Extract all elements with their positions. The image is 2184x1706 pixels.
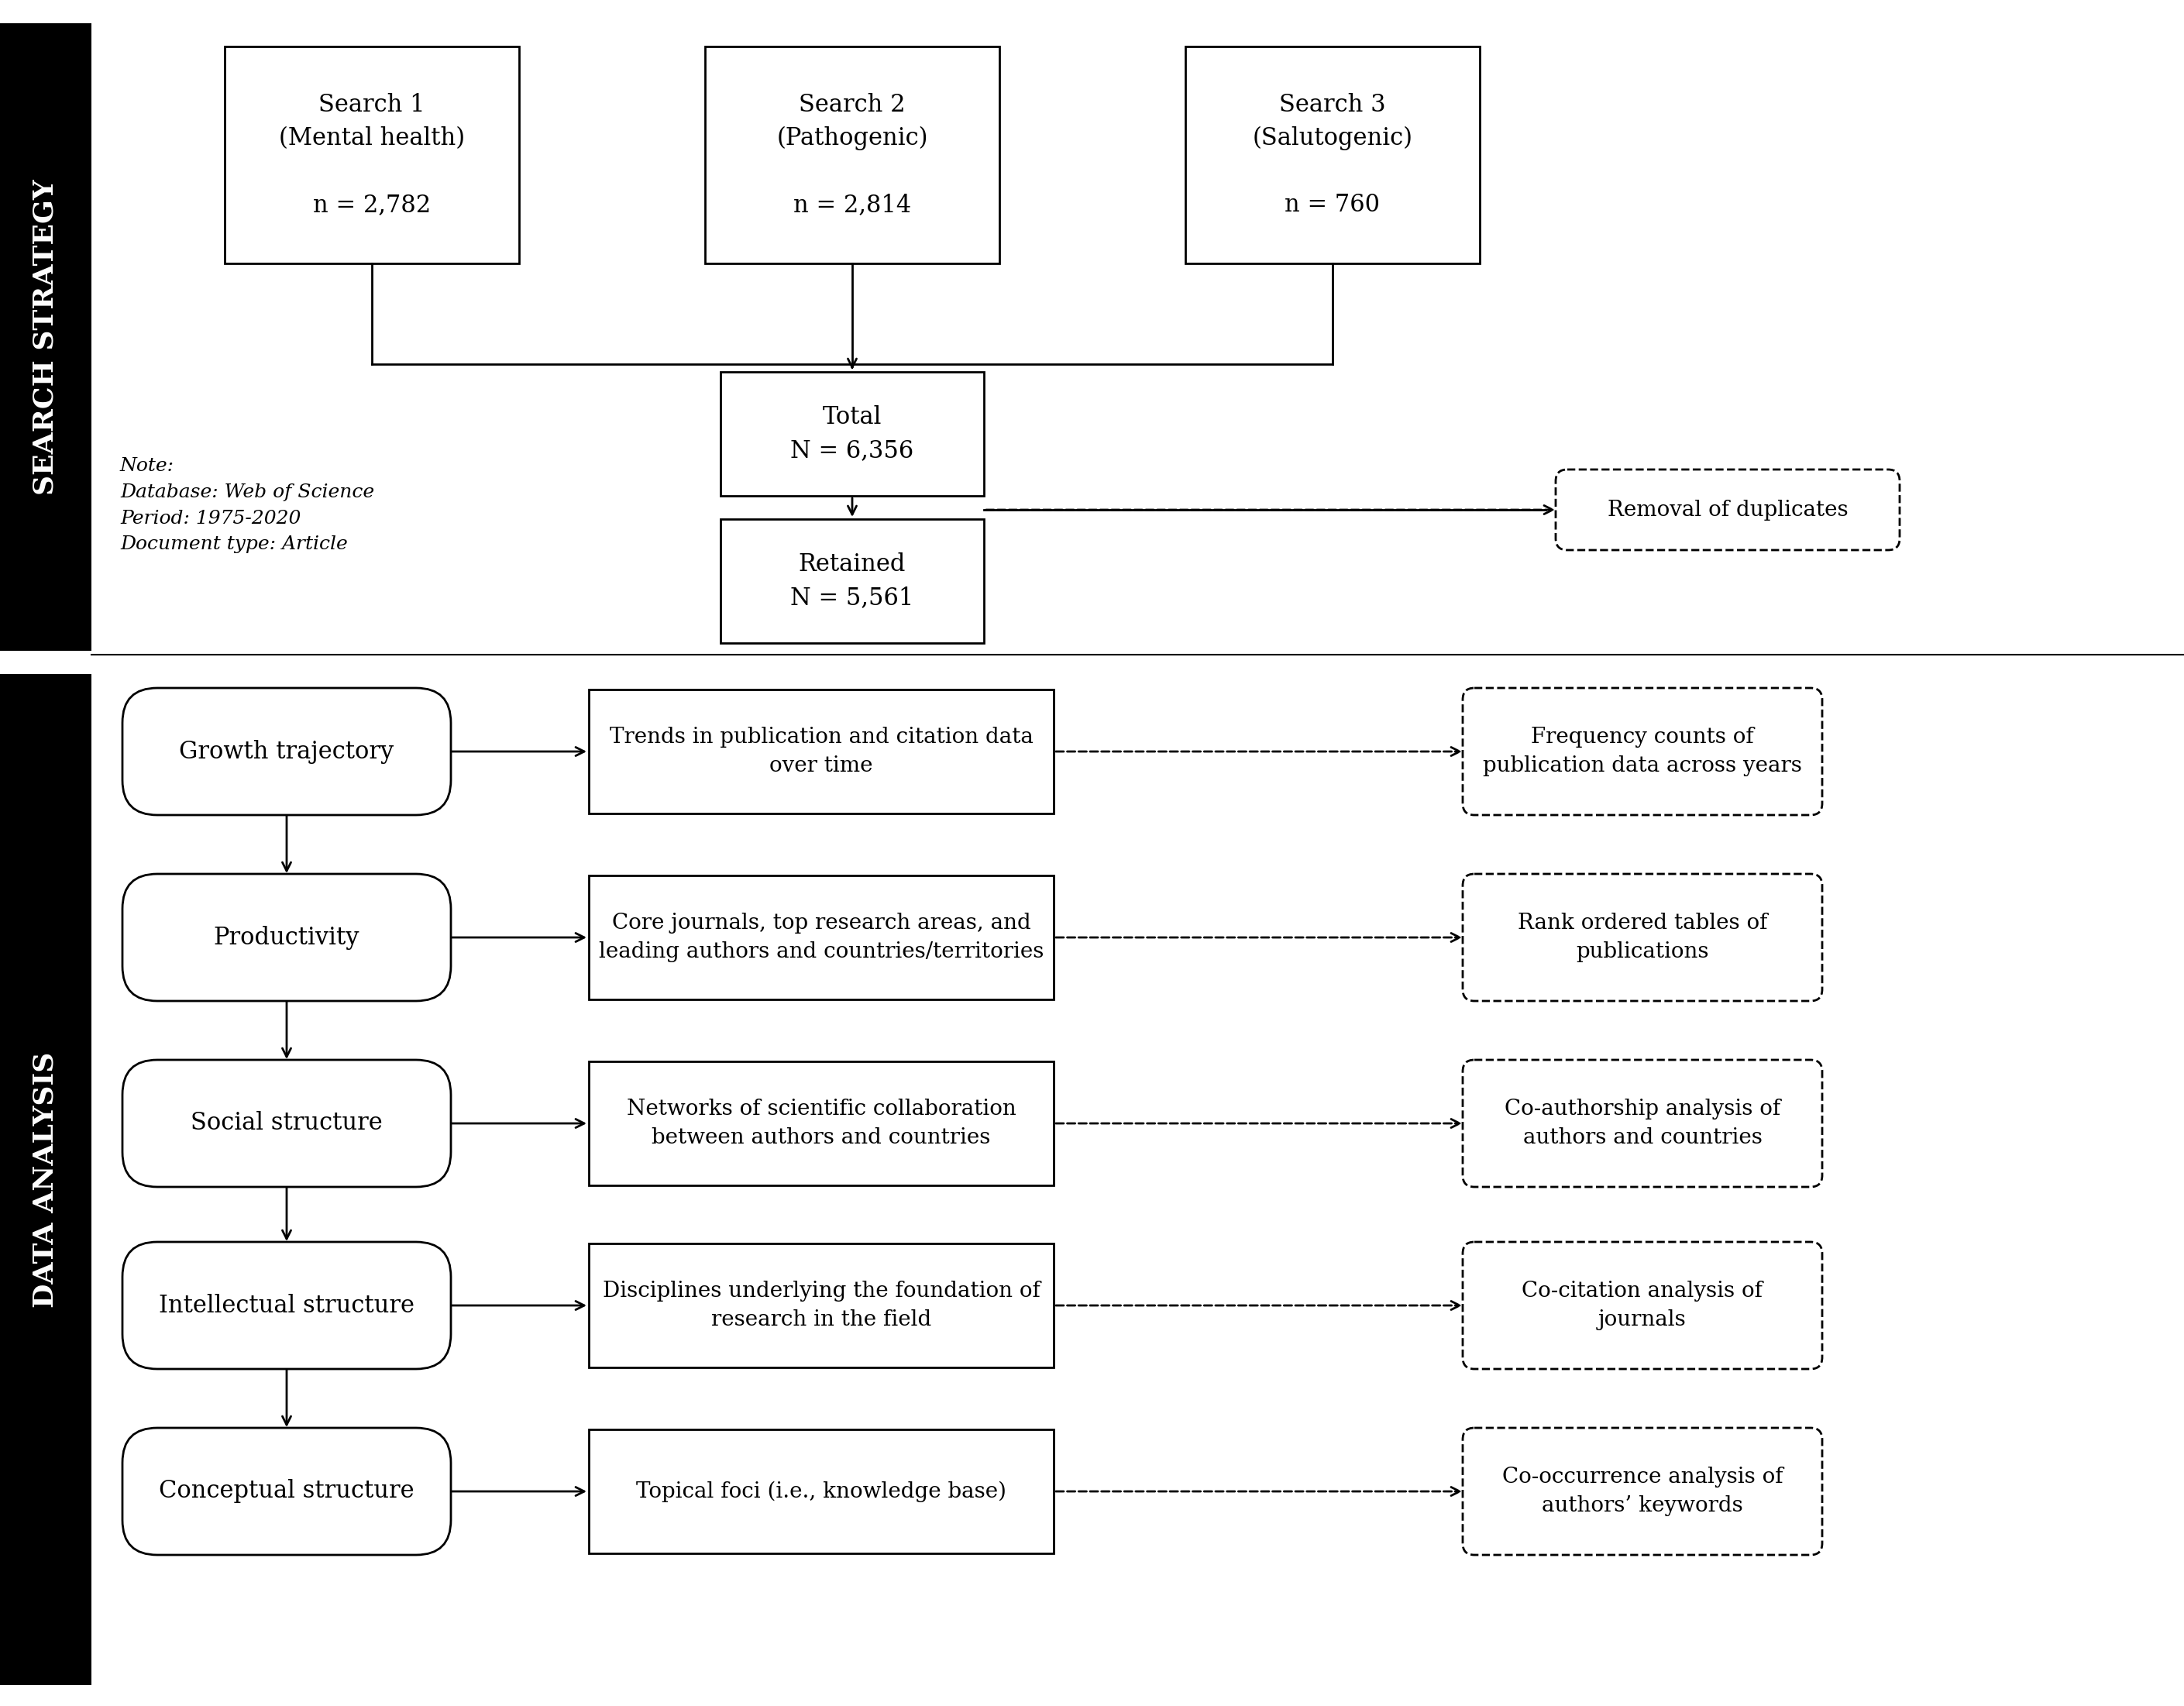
FancyBboxPatch shape <box>122 688 450 815</box>
FancyBboxPatch shape <box>122 1242 450 1368</box>
Text: Topical foci (i.e., knowledge base): Topical foci (i.e., knowledge base) <box>636 1481 1007 1501</box>
Bar <box>590 1244 1053 1368</box>
Text: Core journals, top research areas, and
leading authors and countries/territories: Core journals, top research areas, and l… <box>598 913 1044 962</box>
FancyBboxPatch shape <box>1463 688 1821 815</box>
Bar <box>590 875 1053 1000</box>
Bar <box>590 689 1053 814</box>
Text: Rank ordered tables of
publications: Rank ordered tables of publications <box>1518 913 1767 962</box>
Bar <box>721 519 985 643</box>
Text: Trends in publication and citation data
over time: Trends in publication and citation data … <box>609 727 1033 776</box>
Bar <box>0 24 92 650</box>
FancyBboxPatch shape <box>1463 1428 1821 1554</box>
Bar <box>1186 46 1481 263</box>
FancyBboxPatch shape <box>122 1059 450 1187</box>
Text: Social structure: Social structure <box>190 1111 382 1136</box>
Text: DATA ANALYSIS: DATA ANALYSIS <box>33 1051 59 1307</box>
Bar <box>225 46 520 263</box>
Text: Total
N = 6,356: Total N = 6,356 <box>791 406 913 462</box>
Text: Retained
N = 5,561: Retained N = 5,561 <box>791 553 913 609</box>
Text: Networks of scientific collaboration
between authors and countries: Networks of scientific collaboration bet… <box>627 1099 1016 1148</box>
FancyBboxPatch shape <box>1463 873 1821 1001</box>
Text: Productivity: Productivity <box>214 925 360 950</box>
Text: Disciplines underlying the foundation of
research in the field: Disciplines underlying the foundation of… <box>603 1281 1040 1331</box>
Text: Co-occurrence analysis of
authors’ keywords: Co-occurrence analysis of authors’ keywo… <box>1503 1467 1782 1517</box>
Bar <box>590 1430 1053 1554</box>
Text: Note:
Database: Web of Science
Period: 1975-2020
Document type: Article: Note: Database: Web of Science Period: 1… <box>120 457 373 553</box>
FancyBboxPatch shape <box>1463 1059 1821 1187</box>
Text: Removal of duplicates: Removal of duplicates <box>1607 500 1848 520</box>
Bar <box>721 372 985 496</box>
Bar <box>705 46 1000 263</box>
Bar <box>590 1061 1053 1186</box>
Text: Search 1
(Mental health)

n = 2,782: Search 1 (Mental health) n = 2,782 <box>280 92 465 217</box>
Text: Search 3
(Salutogenic)

n = 760: Search 3 (Salutogenic) n = 760 <box>1251 92 1413 217</box>
Bar <box>0 674 92 1686</box>
Text: SEARCH STRATEGY: SEARCH STRATEGY <box>33 179 59 495</box>
Text: Co-citation analysis of
journals: Co-citation analysis of journals <box>1522 1281 1762 1331</box>
FancyBboxPatch shape <box>1555 469 1900 549</box>
Text: Conceptual structure: Conceptual structure <box>159 1479 415 1503</box>
Text: Search 2
(Pathogenic)

n = 2,814: Search 2 (Pathogenic) n = 2,814 <box>778 92 928 217</box>
Text: Growth trajectory: Growth trajectory <box>179 739 393 764</box>
Text: Intellectual structure: Intellectual structure <box>159 1293 415 1317</box>
FancyBboxPatch shape <box>122 1428 450 1554</box>
Text: Co-authorship analysis of
authors and countries: Co-authorship analysis of authors and co… <box>1505 1099 1780 1148</box>
FancyBboxPatch shape <box>1463 1242 1821 1368</box>
FancyBboxPatch shape <box>122 873 450 1001</box>
Text: Frequency counts of
publication data across years: Frequency counts of publication data acr… <box>1483 727 1802 776</box>
